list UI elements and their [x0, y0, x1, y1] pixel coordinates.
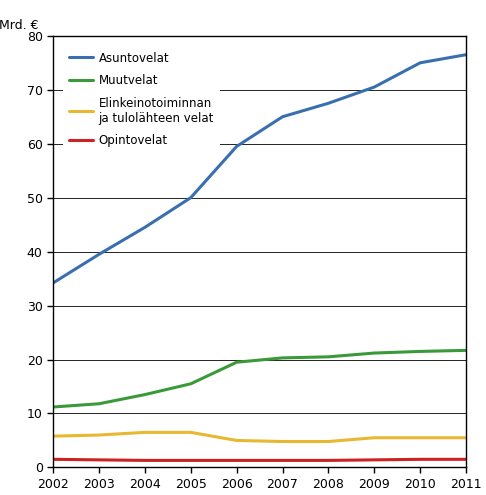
Muutvelat — [50, 404, 56, 410]
Muutvelat — [234, 359, 240, 365]
Opintovelat — [234, 457, 240, 463]
Elinkeinotoiminnan
ja tulolähteen velat — [417, 435, 423, 441]
Opintovelat — [463, 456, 469, 462]
Asuntovelat — [142, 224, 148, 230]
Text: Mrd. €: Mrd. € — [0, 18, 39, 32]
Muutvelat — [326, 354, 331, 360]
Opintovelat — [142, 457, 148, 463]
Elinkeinotoiminnan
ja tulolähteen velat — [463, 435, 469, 441]
Elinkeinotoiminnan
ja tulolähteen velat — [326, 439, 331, 445]
Opintovelat — [50, 456, 56, 462]
Legend: Asuntovelat, Muutvelat, Elinkeinotoiminnan
ja tulolähteen velat, Opintovelat: Asuntovelat, Muutvelat, Elinkeinotoiminn… — [63, 46, 220, 153]
Line: Asuntovelat: Asuntovelat — [53, 55, 466, 283]
Opintovelat — [417, 456, 423, 462]
Elinkeinotoiminnan
ja tulolähteen velat — [188, 429, 194, 435]
Asuntovelat — [188, 195, 194, 200]
Opintovelat — [279, 457, 285, 463]
Elinkeinotoiminnan
ja tulolähteen velat — [371, 435, 377, 441]
Asuntovelat — [371, 84, 377, 90]
Muutvelat — [463, 347, 469, 353]
Elinkeinotoiminnan
ja tulolähteen velat — [234, 438, 240, 444]
Asuntovelat — [463, 52, 469, 58]
Muutvelat — [417, 348, 423, 354]
Opintovelat — [188, 457, 194, 463]
Muutvelat — [279, 355, 285, 361]
Opintovelat — [96, 457, 102, 463]
Asuntovelat — [234, 144, 240, 149]
Asuntovelat — [326, 100, 331, 106]
Elinkeinotoiminnan
ja tulolähteen velat — [142, 429, 148, 435]
Elinkeinotoiminnan
ja tulolähteen velat — [96, 432, 102, 438]
Line: Muutvelat: Muutvelat — [53, 350, 466, 407]
Muutvelat — [188, 381, 194, 387]
Elinkeinotoiminnan
ja tulolähteen velat — [50, 433, 56, 439]
Asuntovelat — [417, 60, 423, 66]
Asuntovelat — [96, 251, 102, 257]
Asuntovelat — [279, 114, 285, 120]
Muutvelat — [371, 350, 377, 356]
Elinkeinotoiminnan
ja tulolähteen velat — [279, 439, 285, 445]
Muutvelat — [142, 392, 148, 397]
Muutvelat — [96, 401, 102, 407]
Asuntovelat — [50, 280, 56, 286]
Line: Opintovelat: Opintovelat — [53, 459, 466, 460]
Opintovelat — [326, 457, 331, 463]
Line: Elinkeinotoiminnan
ja tulolähteen velat: Elinkeinotoiminnan ja tulolähteen velat — [53, 432, 466, 442]
Opintovelat — [371, 457, 377, 463]
